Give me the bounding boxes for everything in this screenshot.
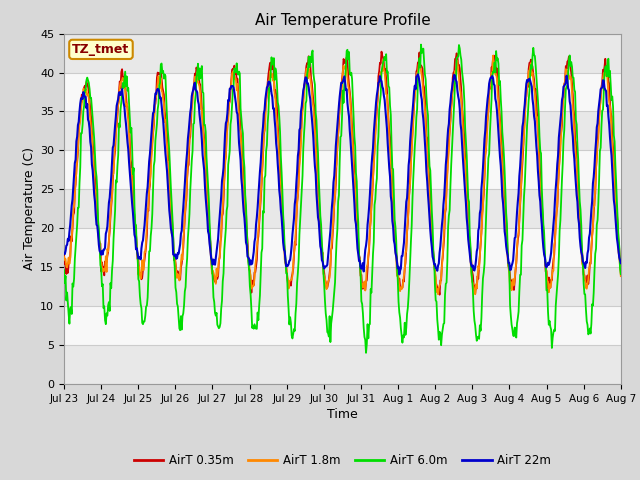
AirT 22m [414,72,422,77]
AirT 0.35m [70,210,78,216]
AirT 6.0m [184,235,192,240]
AirT 22m [184,136,192,142]
AirT 6.0m [411,144,419,149]
AirT 6.0m [127,125,135,131]
Bar [64,150,621,189]
AirT 6.0m [214,322,221,328]
AirT 1.8m [489,53,497,59]
AirT 1.8m [184,160,192,166]
AirT 0.35m [214,276,221,282]
AirT 0.35m [60,252,68,257]
AirT 1.8m [426,206,434,212]
Line: AirT 6.0m: AirT 6.0m [64,45,621,353]
Line: AirT 1.8m: AirT 1.8m [64,56,621,294]
Bar [64,72,621,111]
Line: AirT 0.35m: AirT 0.35m [64,52,621,295]
Bar [64,34,621,72]
AirT 1.8m [60,254,68,260]
AirT 22m [70,172,78,178]
Bar [64,306,621,345]
AirT 1.8m [214,273,221,279]
Title: Air Temperature Profile: Air Temperature Profile [255,13,430,28]
AirT 22m [411,83,419,89]
AirT 1.8m [410,101,418,107]
AirT 22m [428,244,436,250]
AirT 0.35m [378,49,385,55]
AirT 6.0m [417,42,425,48]
AirT 22m [396,272,403,277]
Bar [64,267,621,306]
AirT 6.0m [70,276,78,282]
X-axis label: Time: Time [327,408,358,421]
AirT 0.35m [428,215,435,221]
AirT 1.8m [70,204,78,210]
AirT 1.8m [127,166,135,172]
Bar [64,189,621,228]
AirT 1.8m [472,291,479,297]
AirT 6.0m [362,350,370,356]
AirT 22m [127,192,135,198]
AirT 6.0m [428,208,436,214]
AirT 22m [214,241,221,247]
AirT 0.35m [184,165,192,170]
Y-axis label: Air Temperature (C): Air Temperature (C) [23,147,36,270]
Legend: AirT 0.35m, AirT 1.8m, AirT 6.0m, AirT 22m: AirT 0.35m, AirT 1.8m, AirT 6.0m, AirT 2… [129,449,556,472]
AirT 0.35m [411,87,419,93]
AirT 0.35m [436,292,444,298]
Line: AirT 22m: AirT 22m [64,74,621,275]
AirT 22m [617,260,625,266]
Bar [64,228,621,267]
AirT 1.8m [617,273,625,279]
Text: TZ_tmet: TZ_tmet [72,43,130,56]
AirT 0.35m [617,258,625,264]
AirT 6.0m [617,271,625,277]
AirT 6.0m [60,267,68,273]
AirT 22m [60,250,68,256]
Bar [64,111,621,150]
AirT 0.35m [127,161,135,167]
Bar [64,345,621,384]
